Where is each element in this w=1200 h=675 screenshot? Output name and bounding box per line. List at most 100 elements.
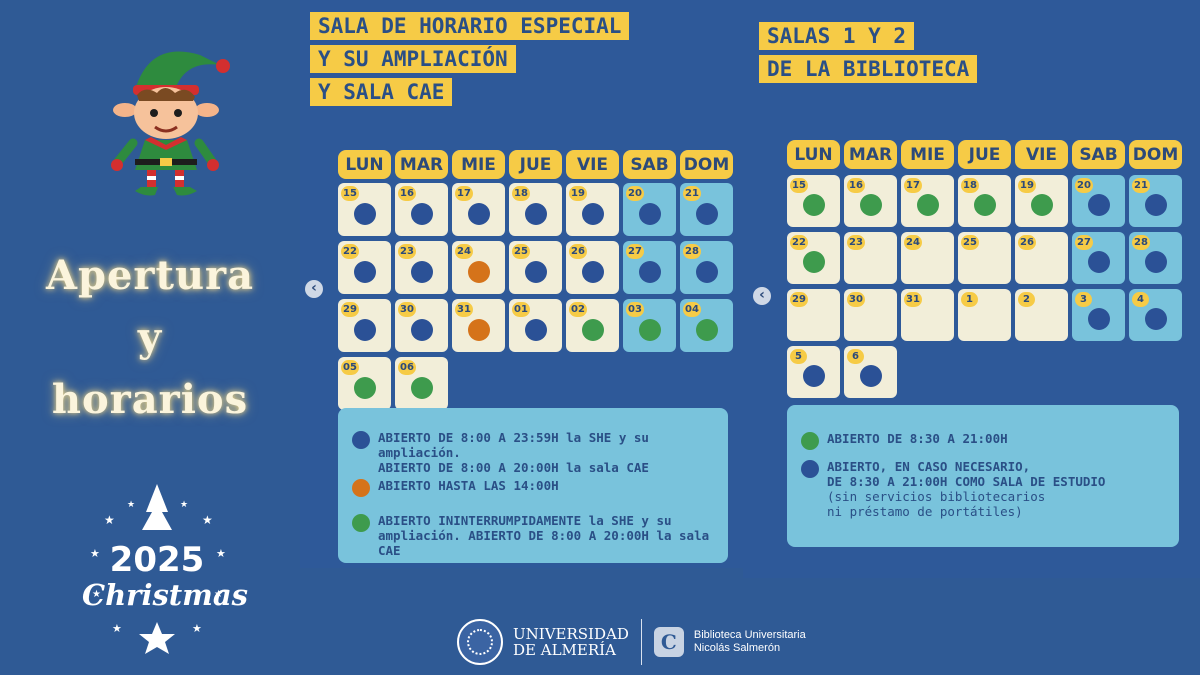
status-dot-blue [353, 202, 376, 225]
calendar-day: 23 [395, 241, 448, 294]
weekday-header: LUN MAR MIE JUE VIE SAB DOM [787, 140, 1182, 169]
university-line-2: DE ALMERÍA [513, 641, 616, 659]
weekday-label: MAR [395, 150, 448, 179]
status-dot-blue [638, 202, 661, 225]
day-number: 01 [512, 302, 530, 317]
calendar-day: 15 [338, 183, 391, 236]
day-number: 3 [1075, 292, 1092, 307]
day-number: 03 [626, 302, 644, 317]
status-dot-blue [524, 202, 547, 225]
calendar-day: 05 [338, 357, 391, 410]
status-dot-green [1030, 194, 1053, 217]
weekday-label: MIE [901, 140, 954, 169]
legend-text: ABIERTO ININTERRUMPIDAMENTE la SHE y su … [378, 513, 710, 558]
day-number: 15 [341, 186, 359, 201]
status-dot-blue [581, 260, 604, 283]
day-number: 27 [626, 244, 644, 259]
status-dot-green [973, 194, 996, 217]
day-number: 15 [790, 178, 808, 193]
day-number: 1 [961, 292, 978, 307]
status-dot-blue [410, 202, 433, 225]
day-number: 05 [341, 360, 359, 375]
calendar-day: 5 [787, 346, 840, 398]
christmas-word: Christmas [82, 578, 248, 612]
status-dot-blue [1144, 251, 1167, 274]
status-dot-green [916, 194, 939, 217]
calendar-day: 19 [1015, 175, 1068, 227]
calendar-day: 4 [1129, 289, 1182, 341]
weekday-label: JUE [509, 150, 562, 179]
day-number: 22 [790, 235, 808, 250]
heading-line-2: Y SU AMPLIACIÓN [310, 45, 516, 73]
day-number: 20 [1075, 178, 1093, 193]
weekday-label: VIE [566, 150, 619, 179]
weekday-label: LUN [338, 150, 391, 179]
day-number: 17 [455, 186, 473, 201]
christmas-badge: ★ ★ ★ ★ ★ ★ ★ ★ ★ ★ 2025 Christmas [82, 482, 248, 657]
calendar-day: 20 [623, 183, 676, 236]
previous-arrow-icon[interactable]: ‹ [753, 287, 771, 305]
weekday-label: DOM [680, 150, 733, 179]
university-seal-icon [457, 619, 503, 665]
calendar-day: 31 [901, 289, 954, 341]
day-number: 21 [1132, 178, 1150, 193]
legend-box: ABIERTO DE 8:00 A 23:59H la SHE y su amp… [338, 408, 728, 563]
legend-dot-green [352, 514, 370, 532]
svg-text:★: ★ [127, 500, 135, 510]
calendar-day: 31 [452, 299, 505, 352]
legend-dot-blue [352, 431, 370, 449]
calendar-day: 06 [395, 357, 448, 410]
calendar-day: 26 [1015, 232, 1068, 284]
footer-logos: UNIVERSIDAD DE ALMERÍA C Biblioteca Univ… [457, 617, 806, 667]
day-number: 19 [1018, 178, 1036, 193]
svg-text:★: ★ [214, 589, 223, 600]
day-number: 2 [1018, 292, 1035, 307]
heading-line-2: DE LA BIBLIOTECA [759, 55, 978, 83]
status-dot-green [802, 251, 825, 274]
calendar-day: 25 [509, 241, 562, 294]
calendar-day: 15 [787, 175, 840, 227]
library-line-2: Nicolás Salmerón [693, 642, 781, 654]
status-dot-blue [1087, 308, 1110, 331]
weekday-label: VIE [1015, 140, 1068, 169]
status-dot-blue [1144, 194, 1167, 217]
status-dot-green [695, 318, 718, 341]
calendar-day: 27 [623, 241, 676, 294]
day-number: 19 [569, 186, 587, 201]
weekday-label: JUE [958, 140, 1011, 169]
calendar-day: 30 [395, 299, 448, 352]
day-number: 30 [847, 292, 865, 307]
day-number: 24 [455, 244, 473, 259]
day-number: 17 [904, 178, 922, 193]
status-dot-blue [353, 260, 376, 283]
calendar-day: 20 [1072, 175, 1125, 227]
legend-dot-blue [801, 460, 819, 478]
weekday-label: SAB [1072, 140, 1125, 169]
legend-text: ABIERTO, EN CASO NECESARIO, DE 8:30 A 21… [827, 459, 1106, 489]
calendar-day: 21 [680, 183, 733, 236]
previous-arrow-icon[interactable]: ‹ [305, 280, 323, 298]
status-dot-blue [1144, 308, 1167, 331]
day-number: 23 [847, 235, 865, 250]
day-number: 16 [398, 186, 416, 201]
weekday-label: LUN [787, 140, 840, 169]
status-dot-blue [695, 260, 718, 283]
calendar-grid: 15 16 17 18 19 20 21 22 23 24 25 26 27 28 29 30 31 01 02 03… [338, 183, 733, 410]
svg-text:★: ★ [192, 622, 202, 635]
calendar-day: 25 [958, 232, 1011, 284]
calendar-day: 28 [1129, 232, 1182, 284]
heading-line-1: SALAS 1 Y 2 [759, 22, 915, 50]
logo-divider [640, 619, 642, 665]
weekday-label: DOM [1129, 140, 1182, 169]
status-dot-green [581, 318, 604, 341]
calendar-day: 2 [1015, 289, 1068, 341]
day-number: 18 [961, 178, 979, 193]
status-dot-green [353, 376, 376, 399]
day-number: 26 [1018, 235, 1036, 250]
legend-item: ABIERTO DE 8:30 A 21:00H [801, 431, 1008, 450]
day-number: 27 [1075, 235, 1093, 250]
title-line-1: Apertura [45, 252, 255, 299]
panel-special-hours: SALA DE HORARIO ESPECIAL Y SU AMPLIACIÓN… [300, 0, 743, 568]
weekday-label: SAB [623, 150, 676, 179]
title-line-3: horarios [51, 376, 249, 423]
